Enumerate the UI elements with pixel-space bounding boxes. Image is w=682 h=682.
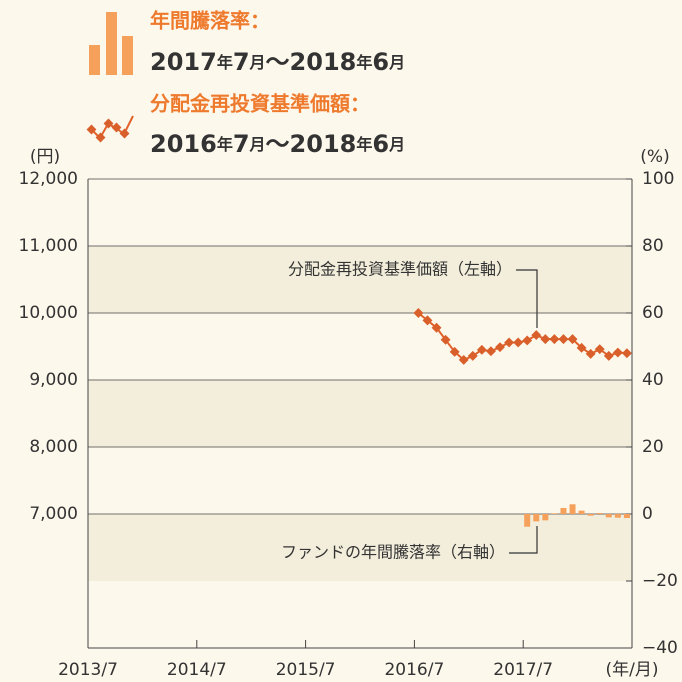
nav-line [417, 312, 628, 362]
y2-tick-label: 20 [642, 437, 664, 457]
y2-tick-label: 80 [642, 236, 664, 256]
nav-marker [440, 334, 451, 345]
bar [596, 512, 603, 514]
y2-tick-label: −20 [642, 571, 678, 591]
nav-marker [522, 335, 533, 346]
nav-marker [513, 337, 524, 348]
bar [551, 513, 558, 514]
nav-marker [531, 330, 542, 341]
nav-marker [476, 344, 487, 355]
nav-marker [585, 348, 596, 359]
y-tick-label: 7,000 [29, 504, 78, 524]
nav-marker [594, 344, 605, 355]
nav-marker [576, 342, 587, 353]
y2-tick-label: 0 [642, 504, 653, 524]
legend-line-icon [86, 115, 134, 143]
y2-tick-label: 100 [642, 169, 674, 189]
nav-marker [458, 354, 469, 365]
y2-tick-label: 60 [642, 303, 664, 323]
nav-marker [495, 342, 505, 353]
x-tick-label: 2015/7 [276, 660, 336, 680]
legend-period: 2017年7月〜2018年6月 [150, 48, 405, 76]
band [88, 246, 632, 313]
bar [623, 514, 630, 519]
annotation: ファンドの年間騰落率（右軸） [281, 543, 505, 562]
legend-bar-icon [122, 36, 133, 75]
legend-label: 分配金再投資基準価額： [150, 92, 370, 116]
x-tick-label: 2017/7 [493, 660, 553, 680]
bar [569, 504, 576, 514]
nav-marker [413, 308, 424, 318]
y-tick-label: 9,000 [29, 370, 78, 390]
y2-axis-unit: (%) [640, 147, 669, 167]
nav-marker [549, 334, 560, 345]
bar [542, 514, 549, 521]
bar [578, 510, 585, 514]
legend-bar-icon [89, 45, 100, 75]
bar [533, 514, 540, 522]
bar [524, 514, 531, 527]
bar [605, 514, 612, 518]
y2-tick-label: 40 [642, 370, 664, 390]
x-tick-label: 2016/7 [384, 660, 444, 680]
nav-marker [449, 346, 460, 357]
bar [614, 514, 621, 518]
nav-marker [485, 346, 496, 357]
y-tick-label: 11,000 [19, 236, 78, 256]
legend-label: 年間騰落率： [150, 9, 270, 33]
x-tick-label: 2014/7 [167, 660, 227, 680]
callout-line [509, 526, 538, 554]
legend-bar-icon [106, 12, 117, 75]
band [88, 514, 632, 581]
nav-marker [612, 347, 623, 358]
bar [560, 507, 567, 514]
y2-tick-label: −40 [642, 638, 678, 658]
nav-marker [558, 334, 569, 345]
nav-marker [431, 322, 442, 333]
nav-marker [567, 334, 578, 345]
callout-line [516, 269, 538, 328]
bar [587, 514, 594, 516]
band [88, 380, 632, 447]
x-axis-unit: (年/月) [606, 660, 659, 680]
nav-marker [603, 350, 614, 361]
y-tick-label: 10,000 [19, 303, 78, 323]
nav-marker [621, 348, 632, 359]
nav-marker [422, 315, 433, 326]
y-tick-label: 8,000 [29, 437, 78, 457]
nav-marker [540, 334, 551, 345]
nav-marker [504, 337, 515, 348]
y-axis-unit: (円) [30, 147, 60, 167]
legend-period: 2016年7月〜2018年6月 [150, 130, 405, 158]
nav-marker [467, 350, 478, 361]
annotation: 分配金再投資基準価額（左軸） [288, 260, 512, 279]
x-tick-label: 2013/7 [58, 660, 118, 680]
y-tick-label: 12,000 [19, 169, 78, 189]
